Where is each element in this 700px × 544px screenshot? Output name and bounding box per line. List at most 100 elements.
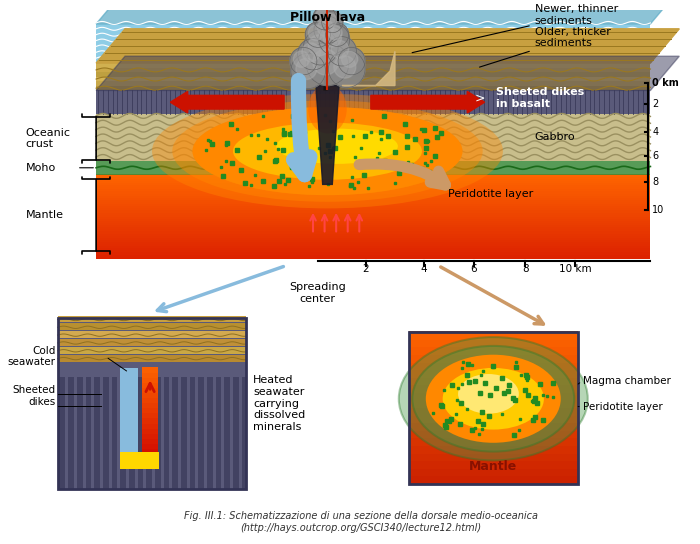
Text: 10 km: 10 km bbox=[559, 264, 592, 275]
Text: Moho: Moho bbox=[26, 163, 56, 173]
Circle shape bbox=[303, 30, 338, 65]
Bar bbox=[172, 378, 178, 489]
Bar bbox=[96, 222, 650, 225]
Bar bbox=[96, 233, 650, 236]
Bar bbox=[96, 205, 650, 208]
Text: 6: 6 bbox=[470, 264, 477, 275]
Bar bbox=[142, 453, 158, 459]
Bar bbox=[96, 67, 650, 72]
Circle shape bbox=[302, 43, 321, 61]
Bar bbox=[216, 378, 221, 489]
Bar bbox=[96, 174, 650, 177]
Bar bbox=[57, 318, 246, 489]
Text: Mantle: Mantle bbox=[26, 210, 64, 220]
Bar bbox=[96, 228, 650, 231]
Ellipse shape bbox=[308, 84, 346, 133]
Bar bbox=[68, 378, 74, 489]
Text: Magma chamber: Magma chamber bbox=[583, 376, 671, 386]
Bar bbox=[410, 354, 578, 362]
Bar bbox=[142, 392, 158, 398]
Ellipse shape bbox=[152, 94, 503, 208]
Text: Peridotite layer: Peridotite layer bbox=[583, 401, 663, 412]
Bar bbox=[96, 190, 650, 194]
Bar bbox=[146, 378, 152, 489]
Text: Fig. III.1: Schematizzazione di una sezione della dorsale medio-oceanica
(http:/: Fig. III.1: Schematizzazione di una sezi… bbox=[184, 511, 538, 533]
Bar bbox=[142, 387, 158, 393]
Bar bbox=[142, 417, 158, 424]
Bar bbox=[142, 367, 158, 373]
Bar bbox=[138, 378, 144, 489]
Bar bbox=[96, 251, 650, 255]
Bar bbox=[410, 445, 578, 454]
Bar bbox=[57, 323, 246, 330]
Bar bbox=[96, 24, 650, 63]
Bar bbox=[96, 203, 650, 206]
Bar bbox=[410, 460, 578, 469]
Bar bbox=[96, 216, 650, 219]
Bar bbox=[410, 453, 578, 461]
Circle shape bbox=[328, 26, 342, 40]
Text: Newer, thinner
sediments: Newer, thinner sediments bbox=[412, 4, 618, 53]
Bar bbox=[96, 239, 650, 242]
Bar bbox=[96, 188, 650, 191]
Bar bbox=[96, 199, 650, 202]
Polygon shape bbox=[96, 56, 679, 90]
Bar bbox=[181, 378, 187, 489]
Bar bbox=[410, 430, 578, 438]
Ellipse shape bbox=[193, 107, 463, 195]
Text: Heated
seawater
carrying
dissolved
minerals: Heated seawater carrying dissolved miner… bbox=[253, 375, 305, 432]
Bar bbox=[96, 245, 650, 248]
Bar bbox=[142, 428, 158, 434]
Bar bbox=[224, 378, 230, 489]
Text: 4: 4 bbox=[652, 127, 659, 137]
Circle shape bbox=[338, 47, 365, 75]
Circle shape bbox=[326, 23, 349, 46]
Ellipse shape bbox=[172, 101, 483, 202]
Bar bbox=[96, 237, 650, 240]
Bar bbox=[96, 226, 650, 230]
Bar bbox=[120, 378, 126, 489]
Bar bbox=[96, 114, 650, 161]
Bar bbox=[96, 76, 650, 81]
Text: 10: 10 bbox=[652, 205, 664, 215]
Bar bbox=[233, 378, 239, 489]
Circle shape bbox=[298, 39, 328, 70]
Bar bbox=[190, 378, 195, 489]
Bar bbox=[216, 378, 221, 489]
Bar bbox=[103, 378, 108, 489]
Text: Spreading
center: Spreading center bbox=[290, 282, 346, 304]
Circle shape bbox=[331, 41, 349, 58]
Text: Sheeted
dikes: Sheeted dikes bbox=[13, 385, 55, 406]
Bar bbox=[142, 372, 158, 378]
Bar bbox=[410, 422, 578, 431]
Bar bbox=[146, 378, 152, 489]
Bar bbox=[96, 161, 650, 175]
Bar bbox=[410, 331, 578, 340]
Bar bbox=[241, 378, 248, 489]
Ellipse shape bbox=[458, 374, 519, 413]
Bar bbox=[410, 399, 578, 408]
Bar bbox=[155, 378, 161, 489]
Bar bbox=[77, 378, 83, 489]
Circle shape bbox=[309, 35, 329, 56]
Bar bbox=[96, 201, 650, 204]
Text: Mantle: Mantle bbox=[469, 460, 517, 473]
Text: Sheeted dikes
in basalt: Sheeted dikes in basalt bbox=[496, 88, 584, 109]
Ellipse shape bbox=[399, 337, 588, 460]
Bar bbox=[111, 378, 118, 489]
Bar bbox=[120, 452, 159, 469]
Bar bbox=[96, 218, 650, 221]
Bar bbox=[96, 182, 650, 185]
Circle shape bbox=[309, 25, 323, 40]
Bar bbox=[120, 378, 126, 489]
Bar bbox=[96, 234, 650, 238]
Polygon shape bbox=[96, 29, 679, 63]
Bar bbox=[96, 248, 650, 250]
Bar bbox=[142, 448, 158, 454]
Circle shape bbox=[324, 14, 337, 27]
Bar bbox=[96, 241, 650, 244]
Bar bbox=[68, 378, 74, 489]
Circle shape bbox=[290, 53, 326, 89]
Bar bbox=[96, 178, 650, 181]
Bar bbox=[96, 193, 650, 196]
